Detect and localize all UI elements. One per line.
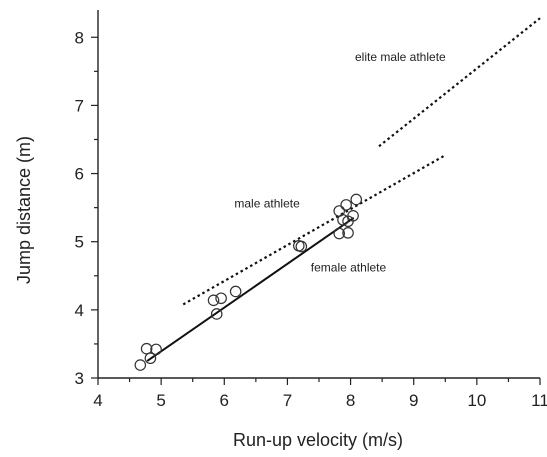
y-tick-label: 5 [75,233,84,252]
y-tick-label: 6 [75,165,84,184]
data-point [215,292,227,305]
fit-line-1 [146,217,355,362]
data-point [333,227,346,240]
fit-line-3 [378,17,541,148]
x-axis-title: Run-up velocity (m/s) [233,430,403,450]
fit-line-2 [182,154,446,306]
data-point [347,210,359,222]
data-point [342,227,354,239]
x-tick-label: 6 [220,391,229,410]
x-tick-label: 8 [346,391,355,410]
y-tick-label: 4 [75,301,84,320]
data-point [144,352,157,365]
y-tick-label: 8 [75,28,84,47]
data-point [229,285,242,298]
x-tick-label: 10 [467,391,486,410]
data-point [295,240,308,253]
data-point [134,359,147,371]
data-point [210,308,223,320]
y-tick-label: 3 [75,369,84,388]
data-point [337,214,349,226]
data-point [350,193,363,206]
data-point [207,294,220,307]
annotation-label: elite male athlete [355,50,446,64]
y-axis-title: Jump distance (m) [14,136,34,284]
y-tick-label: 7 [75,96,84,115]
data-point [150,343,162,356]
data-point [340,199,352,211]
x-tick-label: 7 [283,391,292,410]
x-tick-label: 4 [93,391,102,410]
x-tick-label: 9 [409,391,418,410]
annotation-label: male athlete [234,197,300,211]
data-point [140,342,153,355]
annotations: elite male athlete male athlete female ath… [234,50,446,275]
data-points [134,193,363,371]
fit-lines [146,17,541,362]
x-tick-label: 11 [531,391,547,410]
annotation-label: female athlete [311,261,387,275]
x-tick-label: 5 [156,391,165,410]
